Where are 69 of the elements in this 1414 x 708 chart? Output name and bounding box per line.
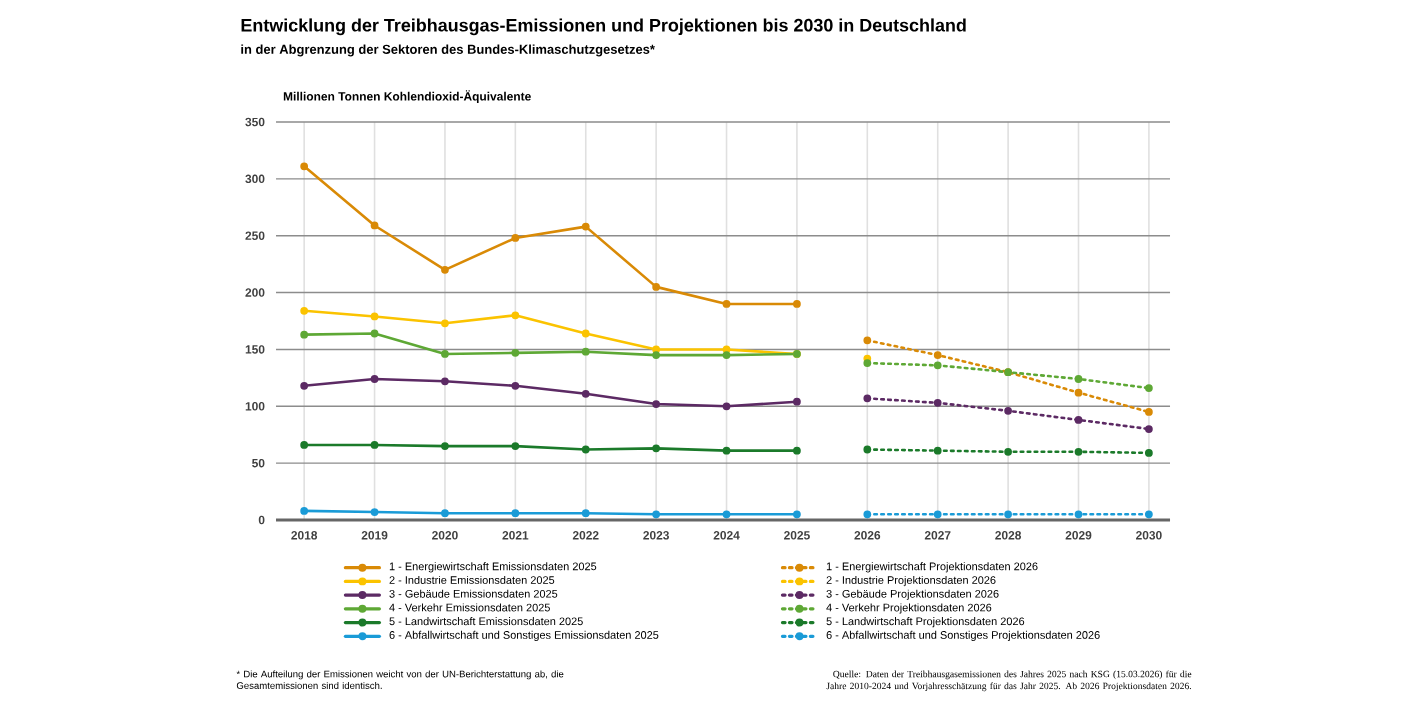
point — [863, 394, 872, 403]
point — [1074, 510, 1083, 519]
point — [933, 361, 942, 370]
point — [300, 330, 309, 339]
point — [652, 444, 661, 453]
point — [511, 509, 520, 518]
point — [933, 446, 942, 455]
point — [933, 510, 942, 519]
point — [511, 234, 520, 242]
point — [722, 300, 731, 308]
point — [441, 319, 449, 328]
point — [581, 389, 590, 398]
point — [1074, 447, 1083, 456]
point — [793, 300, 801, 308]
point — [511, 311, 520, 320]
point — [652, 400, 661, 408]
point — [370, 312, 379, 321]
point — [933, 351, 942, 359]
point — [511, 348, 520, 357]
point — [652, 283, 661, 291]
point — [863, 510, 872, 519]
point — [370, 221, 379, 230]
point — [1145, 510, 1153, 519]
point — [722, 446, 731, 455]
point — [1074, 375, 1083, 383]
point — [300, 507, 309, 515]
point — [722, 510, 731, 519]
chart-title: Entwicklung der Treibhausgas-Emissionen und Projektionen bis 2030 in Deutschland — [241, 18, 966, 36]
point — [1074, 388, 1083, 397]
point — [863, 359, 872, 367]
point — [1004, 406, 1012, 415]
point — [441, 509, 449, 518]
point — [581, 347, 590, 356]
point — [1004, 447, 1012, 456]
point — [652, 510, 661, 519]
point — [722, 351, 731, 359]
point — [300, 162, 309, 171]
point — [511, 442, 520, 450]
point — [863, 445, 872, 454]
point — [441, 377, 449, 386]
point — [1145, 408, 1153, 416]
point — [1145, 384, 1153, 392]
point — [441, 265, 449, 274]
point — [370, 329, 379, 338]
point — [793, 397, 801, 406]
point — [793, 446, 801, 455]
point — [511, 381, 520, 390]
point — [722, 402, 731, 411]
point — [370, 375, 379, 383]
point — [793, 510, 801, 519]
point — [370, 441, 379, 449]
point — [581, 222, 590, 231]
point — [300, 381, 309, 390]
point — [933, 398, 942, 407]
point — [581, 445, 590, 454]
point — [441, 350, 449, 358]
point — [300, 441, 309, 449]
point — [370, 508, 379, 516]
point — [581, 329, 590, 338]
point — [652, 351, 661, 359]
point — [581, 509, 590, 518]
point — [1004, 510, 1012, 519]
point — [1145, 449, 1153, 457]
point — [300, 306, 309, 315]
point — [652, 345, 661, 354]
point — [1145, 425, 1153, 433]
point — [441, 442, 449, 450]
point — [863, 336, 872, 345]
point — [1074, 416, 1083, 424]
